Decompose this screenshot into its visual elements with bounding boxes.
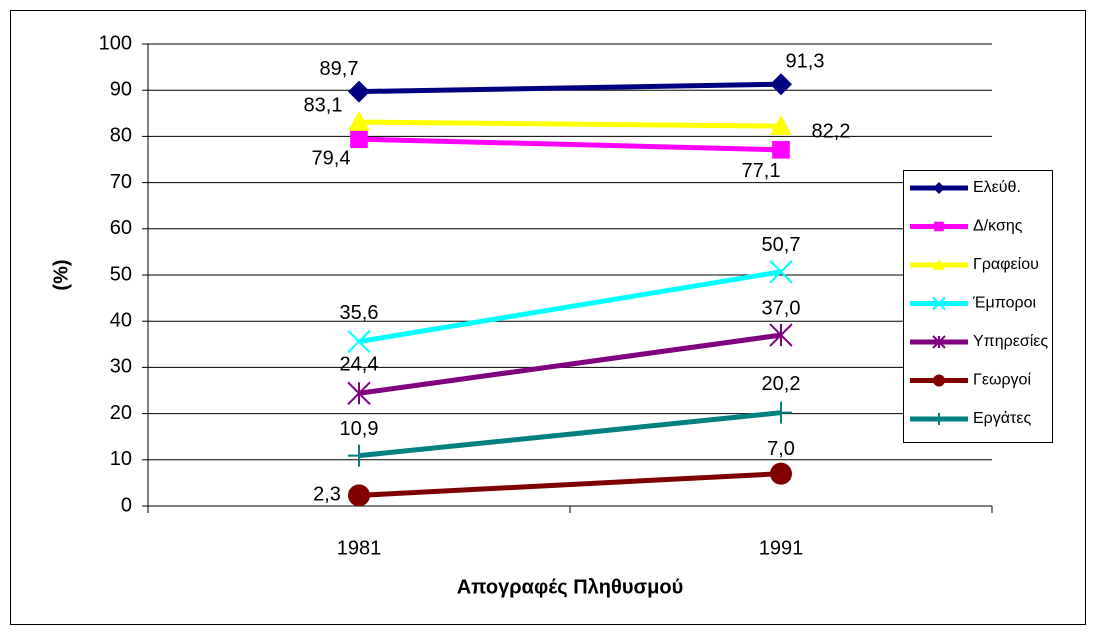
legend: Ελεύθ. Δ/κσης Γραφείου Έμποροι Υπηρεσίες Γεωρ… xyxy=(903,170,1053,443)
marker-part xyxy=(770,401,792,424)
marker-part xyxy=(933,413,945,425)
marker xyxy=(770,401,792,424)
marker xyxy=(348,80,370,103)
y-tick-label: 60 xyxy=(110,217,132,239)
y-tick-label: 100 xyxy=(99,32,132,54)
marker xyxy=(769,260,793,284)
marker xyxy=(932,296,946,311)
marker-part xyxy=(933,182,945,194)
marker-part xyxy=(932,296,946,311)
marker-part xyxy=(770,73,792,96)
data-label: 10,9 xyxy=(340,418,379,440)
x-axis-title: Απογραφές Πληθυσμού xyxy=(457,576,684,598)
legend-label: Έμποροι xyxy=(972,295,1036,312)
marker xyxy=(348,111,370,131)
y-tick-label: 10 xyxy=(110,448,132,470)
marker xyxy=(770,462,792,485)
marker-part xyxy=(770,462,792,485)
marker-part xyxy=(348,111,370,131)
data-label: 79,4 xyxy=(312,147,351,169)
marker xyxy=(933,413,945,425)
legend-label: Γεωργοί xyxy=(973,372,1031,389)
y-axis-title: (%) xyxy=(50,259,72,290)
series-line xyxy=(358,136,782,153)
series-line xyxy=(358,81,782,95)
y-tick-label: 20 xyxy=(110,402,132,424)
marker xyxy=(933,182,945,194)
y-tick-label: 30 xyxy=(110,356,132,378)
marker-part xyxy=(348,444,370,467)
data-label: 83,1 xyxy=(304,94,343,116)
data-label: 2,3 xyxy=(313,484,341,506)
data-label: 91,3 xyxy=(786,50,825,72)
legend-label: Υπηρεσίες xyxy=(973,333,1048,350)
marker xyxy=(350,130,368,148)
legend-box xyxy=(903,170,1053,443)
y-tick-label: 80 xyxy=(110,125,132,147)
series-line xyxy=(358,471,782,498)
marker-part xyxy=(933,259,945,270)
legend-label: Ελεύθ. xyxy=(973,179,1021,196)
marker-part xyxy=(347,329,371,354)
legend-label: Εργάτες xyxy=(973,410,1031,427)
marker xyxy=(933,374,945,387)
series-line xyxy=(358,119,782,129)
marker-part xyxy=(933,374,945,387)
marker xyxy=(348,484,370,507)
data-label: 89,7 xyxy=(320,58,359,80)
y-tick-label: 0 xyxy=(121,494,132,516)
marker xyxy=(932,335,946,349)
marker xyxy=(348,444,370,467)
data-label: 24,4 xyxy=(340,354,379,376)
y-tick-label: 50 xyxy=(110,263,132,285)
marker-part xyxy=(769,260,793,284)
x-tick-label: 1991 xyxy=(759,537,804,559)
marker xyxy=(347,329,371,354)
marker xyxy=(770,115,792,136)
marker-part xyxy=(772,140,790,159)
legend-label: Γραφείου xyxy=(973,256,1039,273)
data-label: 77,1 xyxy=(742,160,781,182)
marker xyxy=(347,381,371,405)
series-line xyxy=(358,410,782,459)
x-tick-label: 1981 xyxy=(337,537,382,559)
marker-part xyxy=(769,323,793,347)
data-label: 37,0 xyxy=(762,297,801,319)
marker-part xyxy=(350,130,368,148)
marker-part xyxy=(770,115,792,136)
legend-label: Δ/κσης xyxy=(973,218,1023,235)
data-label: 82,2 xyxy=(812,121,851,143)
data-label: 20,2 xyxy=(762,373,801,395)
marker xyxy=(770,73,792,96)
marker xyxy=(934,221,944,232)
data-label: 50,7 xyxy=(762,234,801,256)
y-tick-label: 70 xyxy=(110,171,132,193)
marker xyxy=(933,259,945,270)
marker-part xyxy=(348,484,370,507)
series-line xyxy=(358,332,782,396)
marker-part xyxy=(348,80,370,103)
marker-part xyxy=(932,335,946,349)
y-tick-label: 40 xyxy=(110,309,132,331)
data-label: 7,0 xyxy=(767,438,795,460)
marker xyxy=(772,140,790,159)
y-tick-label: 90 xyxy=(110,78,132,100)
marker-part xyxy=(347,381,371,405)
marker xyxy=(769,323,793,347)
data-label: 35,6 xyxy=(340,302,379,324)
series-line xyxy=(358,269,782,344)
marker-part xyxy=(934,221,944,232)
